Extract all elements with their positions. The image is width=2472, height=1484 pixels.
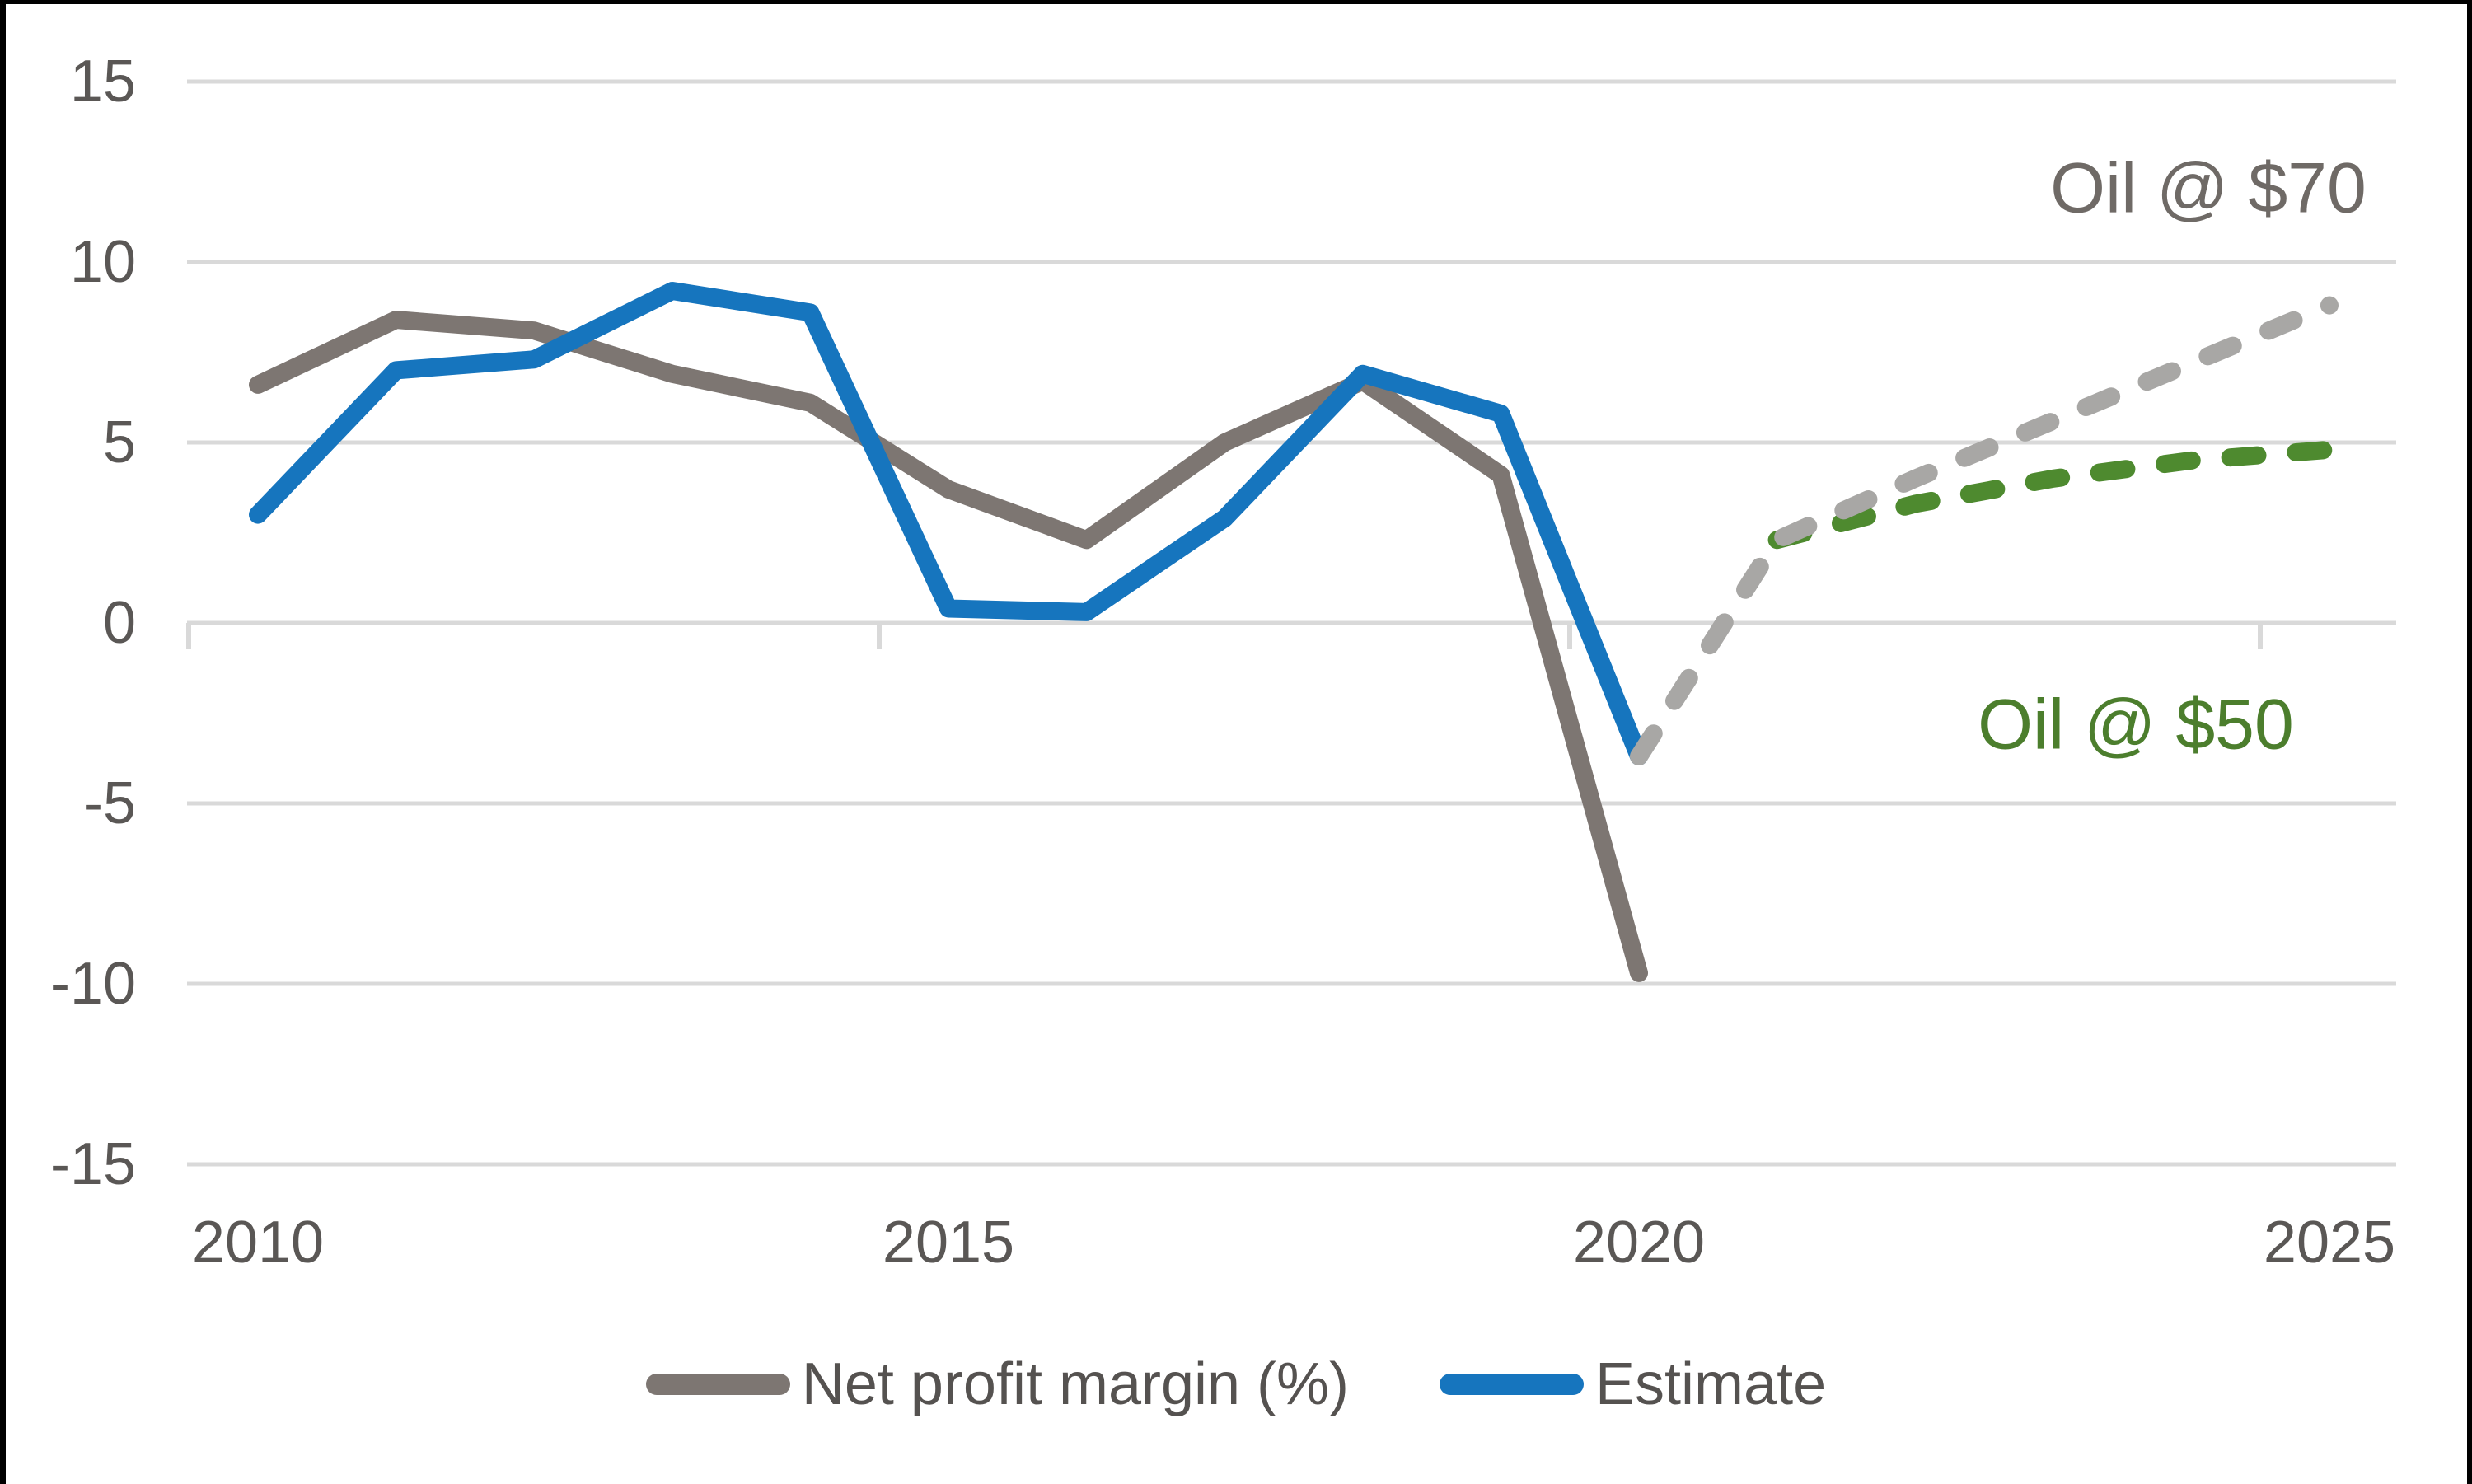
series-line-net-profit-margin xyxy=(249,311,1648,982)
data-series-lines xyxy=(249,282,2339,982)
legend-item-net-profit-margin: Net profit margin (%) xyxy=(645,1351,1350,1417)
y-axis-label: -15 xyxy=(49,1131,136,1197)
legend-item-estimate: Estimate xyxy=(1440,1351,1826,1417)
legend-label: Estimate xyxy=(1595,1351,1827,1417)
x-axis-label: 2015 xyxy=(882,1210,1015,1276)
y-axis-label: 10 xyxy=(69,229,136,295)
series-line-oil-70 xyxy=(1630,296,2339,766)
y-axis-label: 0 xyxy=(102,590,136,656)
y-axis-label: -10 xyxy=(49,951,136,1017)
x-axis-label: 2010 xyxy=(191,1210,325,1276)
series-line-oil-50 xyxy=(1767,440,2339,550)
page-border-left xyxy=(0,0,6,1484)
x-axis-label: 2020 xyxy=(1572,1210,1706,1276)
page-border-top xyxy=(0,0,2472,4)
page-border-right xyxy=(2467,0,2472,1484)
annotation-oil-at-70: Oil @ $70 xyxy=(2050,148,2367,228)
legend-swatch-gray-line xyxy=(645,1374,790,1395)
legend: Net profit margin (%) Estimate xyxy=(0,1348,2472,1421)
legend-swatch-blue-line xyxy=(1440,1374,1585,1395)
y-axis-label: 5 xyxy=(102,410,136,475)
gridlines xyxy=(187,79,2396,1167)
series-line-estimate xyxy=(249,282,1648,766)
legend-label: Net profit margin (%) xyxy=(801,1351,1350,1417)
y-axis-label: 15 xyxy=(69,49,136,115)
x-axis-label: 2025 xyxy=(2263,1210,2396,1276)
y-axis-label: -5 xyxy=(82,770,136,836)
axis-tick-marks xyxy=(186,623,2263,649)
annotation-oil-at-50: Oil @ $50 xyxy=(1978,685,2294,765)
